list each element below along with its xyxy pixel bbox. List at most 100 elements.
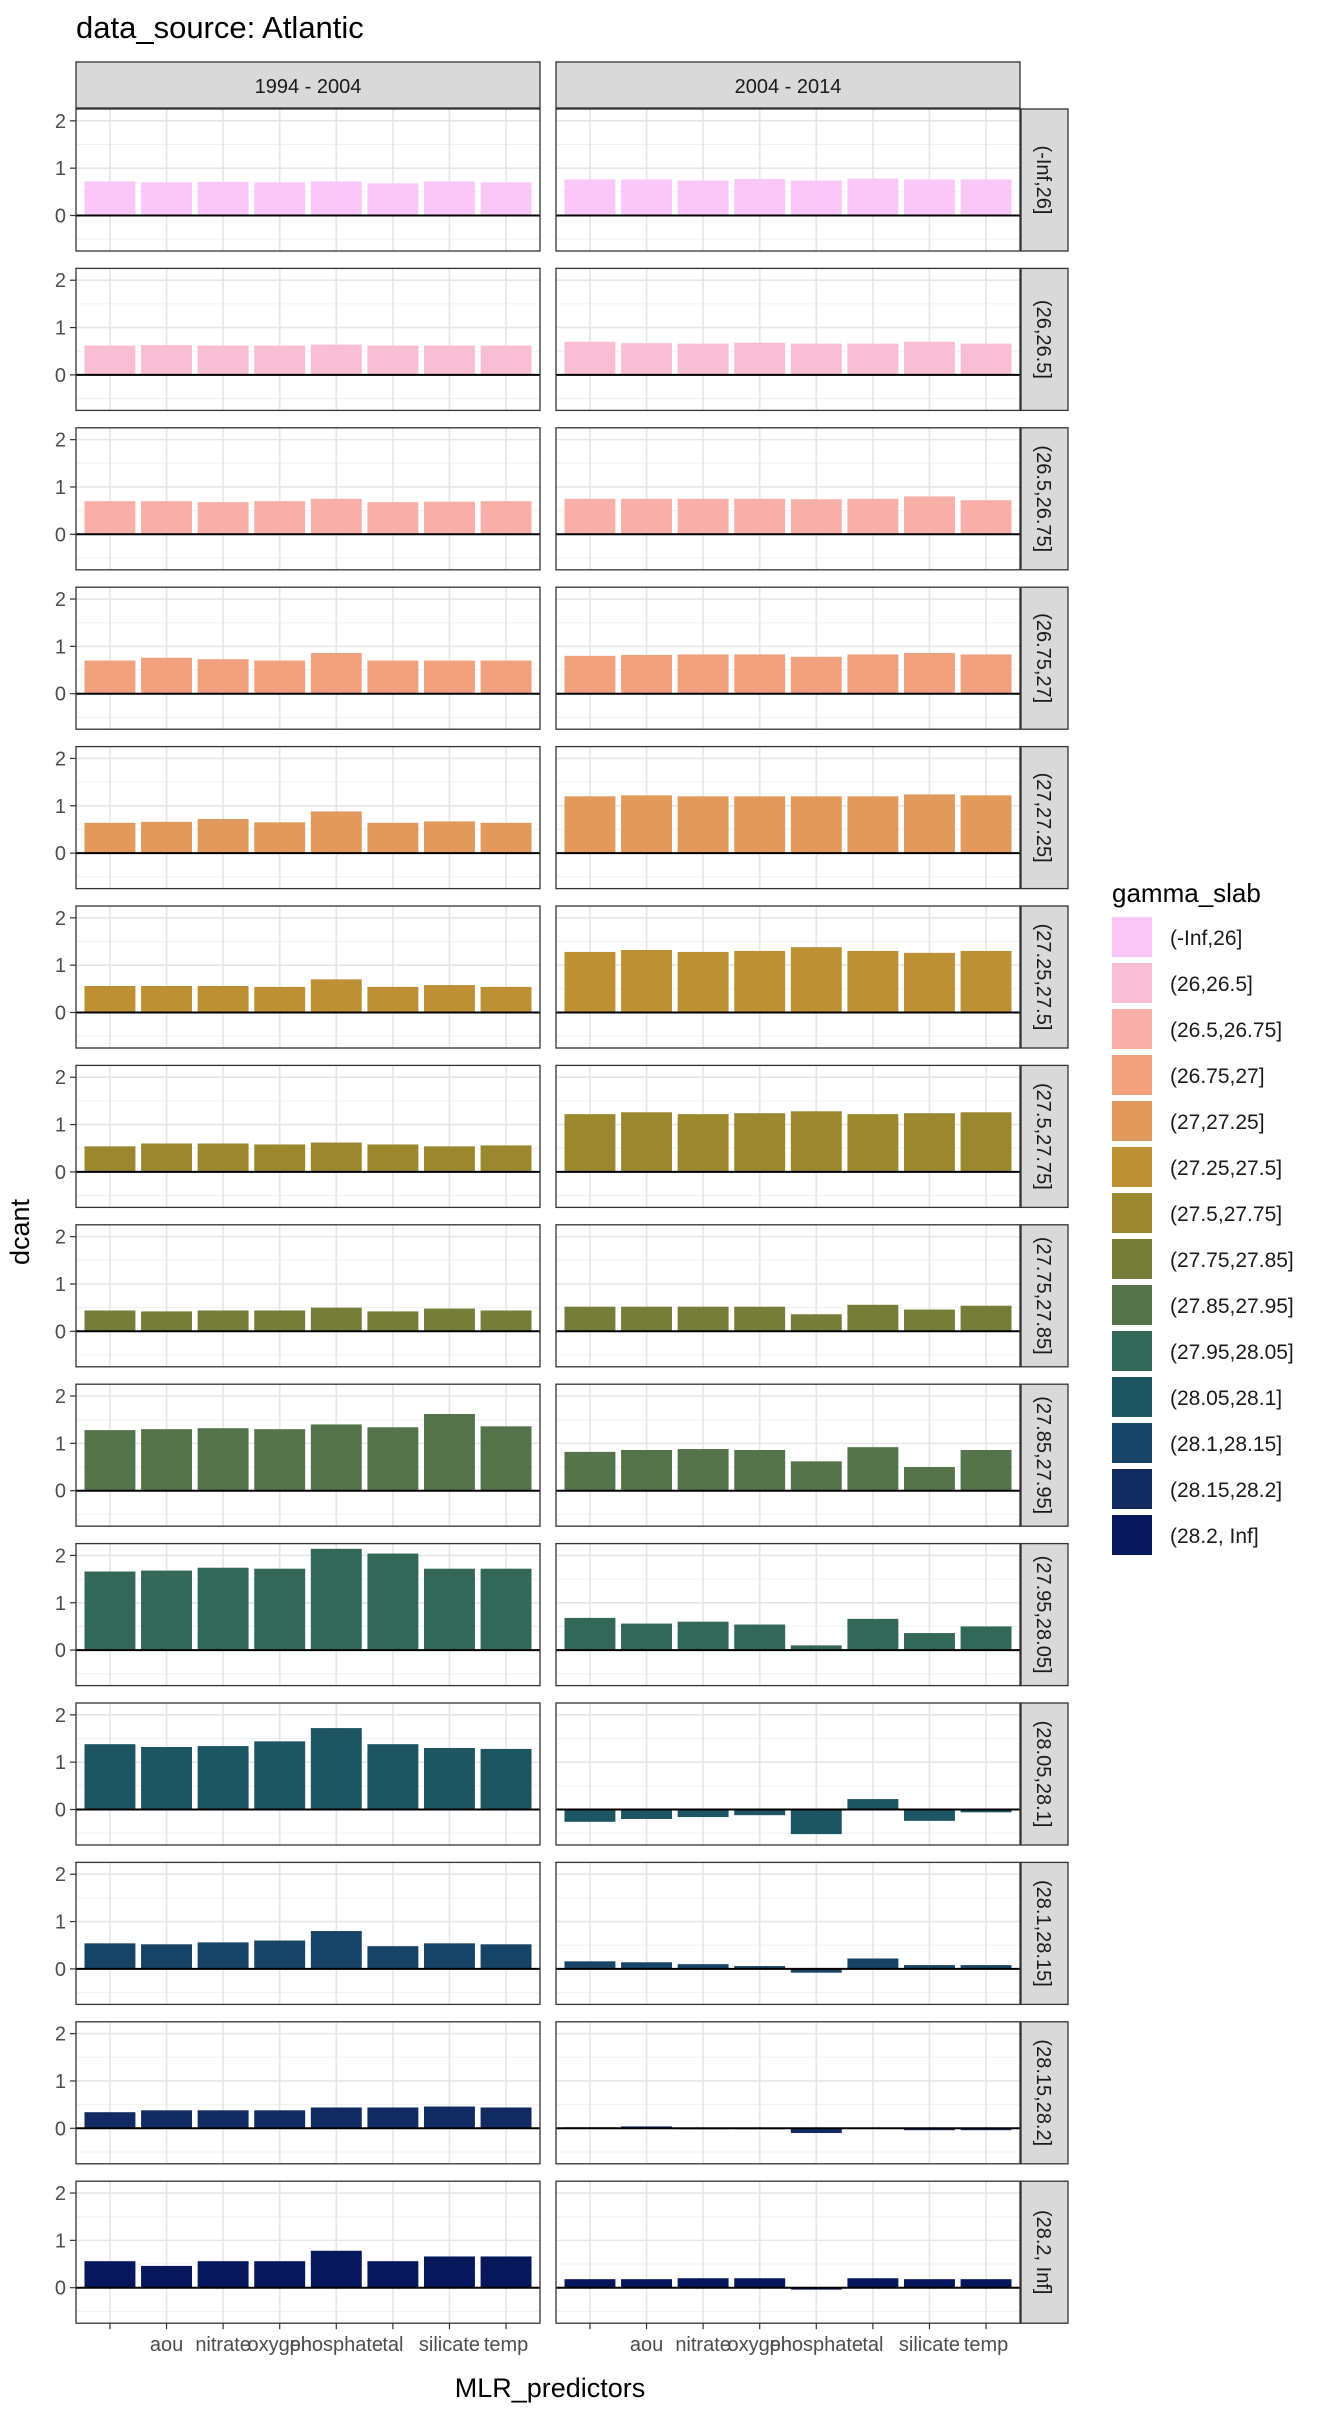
- bar: [367, 1744, 419, 1810]
- y-tick-label: 1: [55, 1274, 66, 1296]
- bar: [424, 2256, 475, 2288]
- y-tick-label: 1: [55, 1912, 66, 1934]
- bar: [424, 345, 475, 375]
- bar: [367, 822, 419, 854]
- bar: [734, 342, 786, 375]
- bar: [564, 1114, 616, 1172]
- bar: [310, 2250, 362, 2288]
- row-strip: [1020, 427, 1069, 571]
- bar: [677, 1306, 729, 1332]
- bar: [141, 657, 192, 694]
- bar: [621, 654, 672, 694]
- bar: [424, 501, 475, 535]
- row-strip-label: (28.15,28.2]: [1032, 2039, 1054, 2146]
- panel-border: [555, 1383, 1021, 1527]
- bar: [197, 1310, 249, 1332]
- y-tick-label: 0: [55, 1321, 66, 1343]
- bar: [84, 2112, 136, 2129]
- bar: [310, 1424, 362, 1491]
- y-tick-label: 1: [55, 955, 66, 977]
- y-tick-label: 1: [55, 2230, 66, 2252]
- row-strip: [1020, 1064, 1069, 1209]
- x-tick-label: nitrate: [675, 2334, 731, 2356]
- panel-border: [555, 745, 1021, 890]
- row-strip-label: (27,27.25]: [1032, 773, 1054, 863]
- bar: [84, 660, 136, 694]
- bar: [847, 1618, 899, 1651]
- bar: [904, 1113, 955, 1172]
- y-tick-label: 1: [55, 318, 66, 340]
- bar: [480, 1944, 532, 1969]
- row-strip-label: (26.75,27]: [1032, 613, 1054, 703]
- bar: [197, 181, 249, 216]
- bar: [480, 345, 532, 375]
- panel-background: [76, 1065, 540, 1208]
- row-strip: [1020, 1224, 1069, 1368]
- y-tick-label: 0: [55, 1162, 66, 1184]
- row-strip-label: (-Inf,26]: [1032, 146, 1054, 215]
- bar: [141, 2110, 192, 2129]
- panel-border: [555, 267, 1021, 412]
- facet-panel: [75, 427, 541, 571]
- bar: [254, 501, 306, 535]
- bar: [367, 1946, 419, 1969]
- bar: [254, 1940, 306, 1969]
- bar: [847, 950, 899, 1013]
- bar: [310, 2107, 362, 2129]
- bar: [960, 179, 1012, 216]
- panel-background: [556, 1703, 1020, 1845]
- bar: [310, 1728, 362, 1810]
- bar: [790, 947, 842, 1013]
- bar: [197, 1428, 249, 1491]
- bar: [564, 341, 616, 375]
- bar: [790, 1968, 842, 1973]
- legend-label: (27.5,27.75]: [1170, 1203, 1282, 1226]
- panel-border: [75, 2021, 541, 2165]
- bar: [790, 796, 842, 854]
- y-tick-label: 0: [55, 1640, 66, 1662]
- bar: [734, 654, 786, 694]
- x-tick-label: temp: [964, 2334, 1008, 2356]
- bar: [790, 499, 842, 535]
- bar: [621, 1623, 672, 1651]
- panel-border: [75, 1702, 541, 1846]
- bar: [367, 345, 419, 375]
- y-tick-label: 0: [55, 524, 66, 546]
- y-tick-label: 0: [55, 2118, 66, 2140]
- row-strip-label: (27.75,27.85]: [1032, 1237, 1054, 1355]
- bar: [424, 660, 475, 694]
- facet-panel: [555, 905, 1021, 1049]
- bar: [564, 796, 616, 854]
- bar: [960, 2279, 1012, 2288]
- x-tick-label: temp: [484, 2334, 528, 2356]
- legend-label: (27.95,28.05]: [1170, 1341, 1294, 1364]
- y-tick-label: 1: [55, 1433, 66, 1455]
- bar: [141, 1570, 192, 1651]
- bar: [197, 345, 249, 375]
- bar: [197, 1942, 249, 1969]
- bar: [424, 181, 475, 216]
- legend-swatch: [1112, 917, 1152, 957]
- y-tick-label: 1: [55, 1593, 66, 1615]
- bar: [480, 1748, 532, 1810]
- chart-title: data_source: Atlantic: [76, 10, 364, 45]
- bar: [310, 979, 362, 1013]
- panel-border: [555, 2180, 1021, 2324]
- row-strip-label: (28.2, Inf]: [1032, 2210, 1054, 2295]
- panel-background: [76, 427, 540, 570]
- facet-panel: [75, 108, 541, 252]
- bar: [254, 1741, 306, 1810]
- bar: [960, 1112, 1012, 1172]
- bar: [734, 1306, 786, 1332]
- bar: [621, 950, 672, 1013]
- bar: [734, 498, 786, 535]
- panel-border: [555, 1702, 1021, 1846]
- panel-border: [555, 1861, 1021, 2006]
- bar: [790, 1809, 842, 1835]
- panel-background: [76, 906, 540, 1048]
- bar: [847, 343, 899, 375]
- bar: [254, 986, 306, 1013]
- bar: [367, 660, 419, 694]
- bar: [790, 2128, 842, 2134]
